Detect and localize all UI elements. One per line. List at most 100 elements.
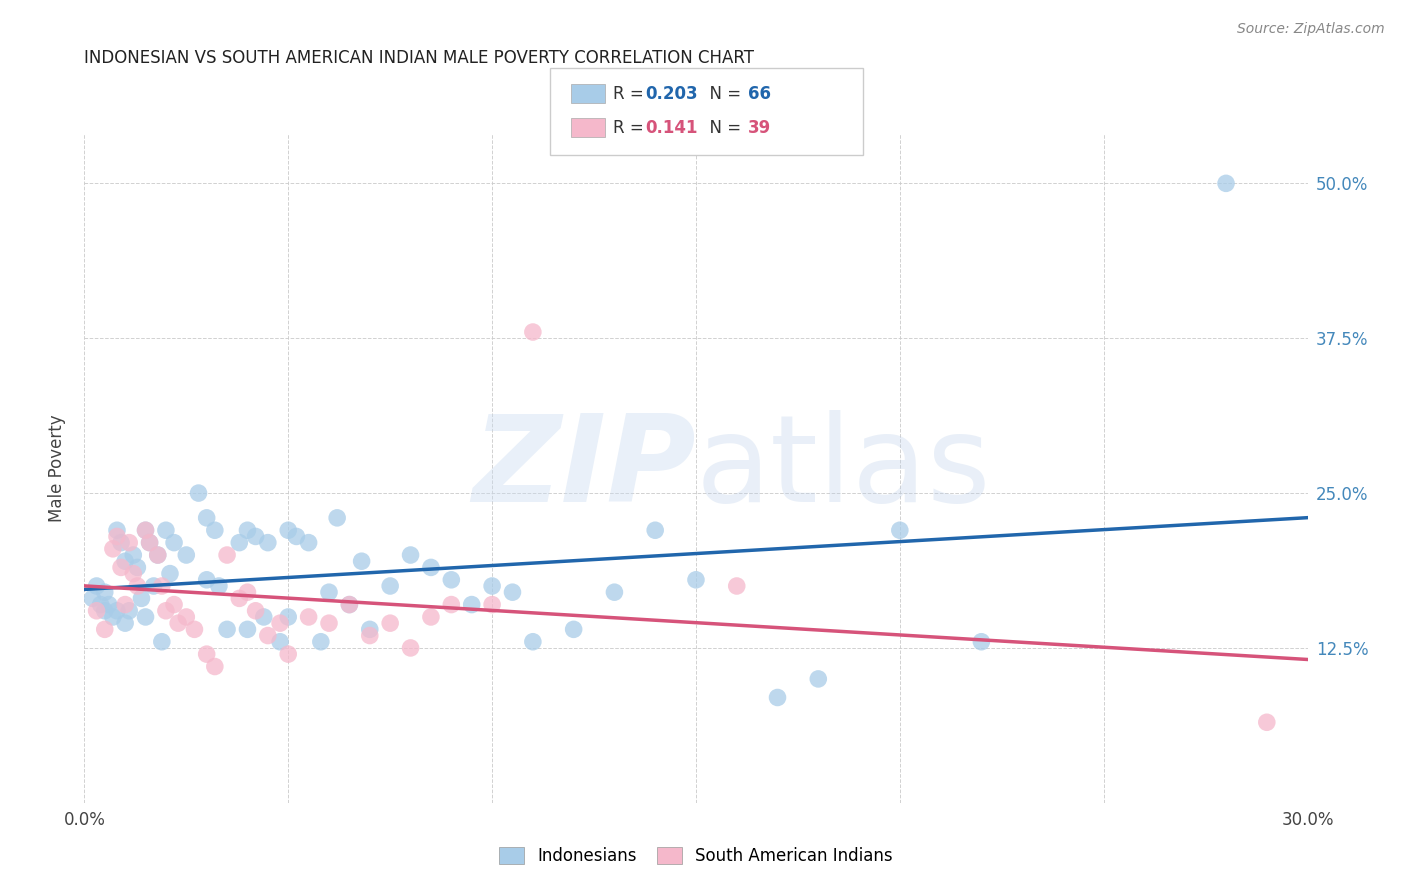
Point xyxy=(269,634,291,648)
Point xyxy=(318,616,340,631)
Point xyxy=(163,535,186,549)
Point xyxy=(253,610,276,624)
Point xyxy=(204,523,226,537)
Legend: Indonesians, South American Indians: Indonesians, South American Indians xyxy=(492,840,900,871)
Point xyxy=(380,579,402,593)
Point xyxy=(135,523,157,537)
Point xyxy=(176,610,198,624)
Point xyxy=(138,535,160,549)
Point xyxy=(86,579,108,593)
Point xyxy=(187,486,209,500)
Point xyxy=(277,647,299,661)
Point xyxy=(155,604,177,618)
Point xyxy=(399,640,422,655)
Point xyxy=(502,585,524,599)
Point xyxy=(1215,177,1237,191)
Point xyxy=(326,511,349,525)
Text: 39: 39 xyxy=(748,119,772,136)
Text: 0.203: 0.203 xyxy=(645,85,697,103)
Point xyxy=(146,548,169,562)
Text: Source: ZipAtlas.com: Source: ZipAtlas.com xyxy=(1237,22,1385,37)
Point xyxy=(359,623,381,637)
Text: R =: R = xyxy=(613,85,650,103)
Point xyxy=(399,548,422,562)
Point xyxy=(257,629,280,643)
Point xyxy=(127,579,149,593)
Point xyxy=(350,554,373,568)
Point xyxy=(257,535,280,549)
Point xyxy=(298,535,321,549)
Point xyxy=(93,623,117,637)
Point xyxy=(86,604,108,618)
Point xyxy=(644,523,666,537)
Point xyxy=(127,560,149,574)
Point xyxy=(269,616,291,631)
Point xyxy=(236,585,259,599)
Point xyxy=(105,604,128,618)
Point xyxy=(122,548,145,562)
Point xyxy=(93,604,117,618)
Point xyxy=(122,566,145,581)
Point xyxy=(481,598,503,612)
Point xyxy=(440,598,463,612)
Point xyxy=(1256,715,1278,730)
Point xyxy=(245,604,267,618)
Point xyxy=(298,610,321,624)
Point xyxy=(228,591,250,606)
Point xyxy=(236,623,259,637)
Point xyxy=(97,598,120,612)
Point xyxy=(522,634,544,648)
Point xyxy=(93,585,117,599)
Point xyxy=(277,610,299,624)
Point xyxy=(359,629,381,643)
Text: N =: N = xyxy=(699,119,747,136)
Text: ZIP: ZIP xyxy=(472,409,696,527)
Point xyxy=(481,579,503,593)
Point xyxy=(142,579,165,593)
Point xyxy=(146,548,169,562)
Point xyxy=(105,523,128,537)
Point xyxy=(167,616,190,631)
Point xyxy=(114,554,136,568)
Point xyxy=(522,325,544,339)
Point xyxy=(82,591,104,606)
Text: N =: N = xyxy=(699,85,747,103)
Point xyxy=(163,598,186,612)
Text: R =: R = xyxy=(613,119,654,136)
Point xyxy=(766,690,789,705)
Point xyxy=(420,560,443,574)
Point xyxy=(217,623,239,637)
Point xyxy=(131,591,153,606)
Point xyxy=(114,616,136,631)
Point xyxy=(135,610,157,624)
Point xyxy=(195,573,218,587)
Y-axis label: Male Poverty: Male Poverty xyxy=(48,415,66,522)
Point xyxy=(217,548,239,562)
Point xyxy=(339,598,361,612)
Point xyxy=(176,548,198,562)
Point xyxy=(208,579,231,593)
Point xyxy=(807,672,830,686)
Point xyxy=(318,585,340,599)
Point xyxy=(118,535,141,549)
Point xyxy=(420,610,443,624)
Point xyxy=(183,623,205,637)
Text: 66: 66 xyxy=(748,85,770,103)
Point xyxy=(204,659,226,673)
Point xyxy=(150,579,173,593)
Point xyxy=(970,634,993,648)
Text: atlas: atlas xyxy=(696,409,991,527)
Point xyxy=(380,616,402,631)
Point xyxy=(138,535,160,549)
Text: INDONESIAN VS SOUTH AMERICAN INDIAN MALE POVERTY CORRELATION CHART: INDONESIAN VS SOUTH AMERICAN INDIAN MALE… xyxy=(84,49,755,67)
Point xyxy=(562,623,585,637)
Point xyxy=(889,523,911,537)
Point xyxy=(101,610,124,624)
Point xyxy=(195,647,218,661)
Point xyxy=(110,560,132,574)
Point xyxy=(135,523,157,537)
Point xyxy=(155,523,177,537)
Point xyxy=(461,598,484,612)
Point xyxy=(105,529,128,543)
Point xyxy=(277,523,299,537)
